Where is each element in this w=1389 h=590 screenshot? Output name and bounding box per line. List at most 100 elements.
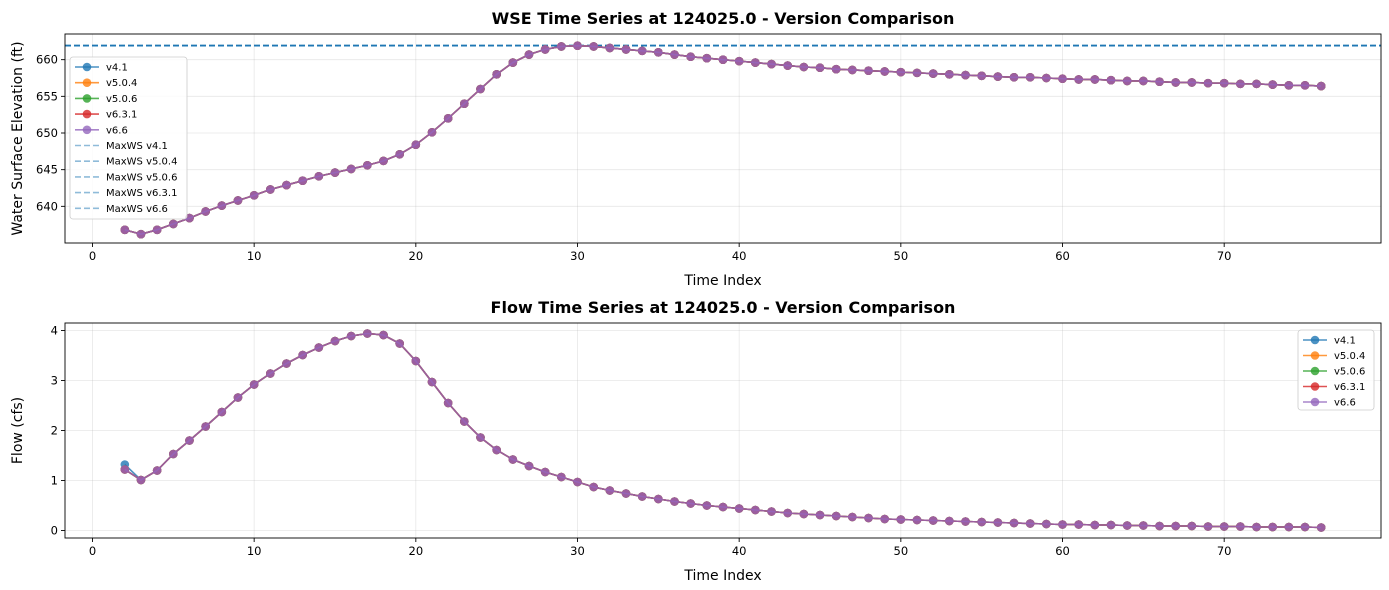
data-point (993, 72, 1003, 81)
axes-frame (64, 33, 1382, 244)
data-point (654, 48, 663, 57)
legend-entry-label: MaxWS v4.1 (106, 141, 168, 152)
legend-swatch-marker (82, 109, 92, 119)
data-point (1139, 521, 1148, 530)
data-point (573, 41, 582, 51)
y-tick-label: 650 (36, 126, 58, 140)
data-point (233, 196, 243, 205)
legend-entry-label: v6.6 (106, 125, 128, 136)
data-point (896, 515, 906, 524)
data-point (1203, 78, 1213, 88)
data-point (686, 499, 695, 508)
data-point (1300, 522, 1310, 532)
data-point (152, 225, 162, 235)
y-tick-label: 1 (51, 474, 58, 488)
data-point (217, 407, 227, 417)
data-point (589, 42, 598, 51)
data-point (912, 68, 922, 78)
data-point (136, 475, 146, 485)
data-point (395, 339, 404, 348)
data-point (379, 156, 388, 166)
data-point (1042, 73, 1051, 83)
data-point (1058, 74, 1067, 84)
data-point (1300, 81, 1310, 90)
data-point (557, 472, 566, 482)
data-point (1316, 523, 1326, 532)
data-point (977, 71, 986, 81)
data-point (799, 509, 809, 519)
data-point (1268, 80, 1277, 89)
data-point (540, 45, 550, 54)
data-point (1058, 520, 1067, 529)
data-point (249, 380, 259, 389)
data-point (831, 511, 841, 521)
data-point (718, 502, 728, 512)
data-point (767, 507, 776, 516)
plot-area (120, 329, 1326, 532)
data-point (734, 504, 744, 513)
y-axis-label: Flow (cfs) (10, 397, 26, 464)
data-point (1106, 75, 1116, 85)
data-point (314, 171, 324, 181)
data-point (314, 343, 324, 352)
legend-entry-label: v5.0.6 (1334, 367, 1365, 378)
x-axis-label: Time Index (683, 273, 761, 289)
x-tick-label: 60 (1055, 544, 1070, 558)
data-point (799, 62, 809, 72)
data-point (492, 70, 501, 79)
legend-swatch-marker (1310, 366, 1320, 376)
data-point (945, 516, 954, 526)
data-point (1284, 81, 1294, 90)
legend-swatch-marker (82, 94, 92, 103)
data-point (492, 445, 501, 455)
data-point (266, 185, 275, 194)
data-point (120, 465, 130, 474)
data-point (815, 63, 825, 73)
data-point (249, 191, 259, 200)
data-point (1155, 77, 1164, 86)
data-point (298, 176, 307, 185)
data-point (1025, 519, 1035, 528)
data-point (1009, 72, 1019, 82)
legend-entry-label: MaxWS v5.0.6 (106, 172, 177, 183)
data-point (1122, 76, 1132, 86)
data-point (1187, 521, 1197, 531)
data-point (1090, 75, 1100, 84)
legend-entry-label: v5.0.4 (1334, 351, 1365, 362)
data-point (427, 127, 437, 137)
data-point (363, 160, 372, 170)
data-point (524, 461, 534, 471)
data-point (848, 512, 857, 522)
legend-swatch-marker (1310, 397, 1320, 407)
data-point (767, 59, 776, 69)
data-point (169, 219, 178, 229)
legend-swatch-marker (1310, 335, 1320, 345)
data-point (1316, 81, 1326, 91)
data-point (476, 84, 485, 94)
data-point (443, 398, 453, 408)
data-point (831, 64, 841, 74)
data-point (411, 140, 421, 150)
data-point (670, 50, 679, 59)
data-point (783, 61, 792, 70)
data-point (1236, 522, 1245, 531)
x-tick-label: 70 (1217, 249, 1232, 263)
data-point (977, 517, 986, 527)
data-point (589, 482, 598, 492)
data-point (557, 42, 566, 51)
data-point (266, 369, 275, 378)
data-point (637, 492, 647, 501)
legend-swatch-marker (82, 78, 92, 87)
y-tick-label: 0 (51, 524, 58, 538)
data-point (1171, 78, 1180, 87)
data-point (1106, 520, 1116, 530)
data-point (460, 99, 469, 108)
data-point (751, 58, 760, 67)
legend: v4.1 v5.0.4 v5.0.6 v6.3.1 v6.6 MaxWS v4.1 MaxW… (69, 56, 188, 220)
data-point (120, 225, 130, 235)
legend: v4.1 v5.0.4 v5.0.6 v6.3.1 v6.6 (1297, 329, 1375, 411)
x-tick-label: 40 (732, 249, 747, 263)
data-point (1284, 522, 1294, 532)
x-tick-label: 70 (1217, 544, 1232, 558)
